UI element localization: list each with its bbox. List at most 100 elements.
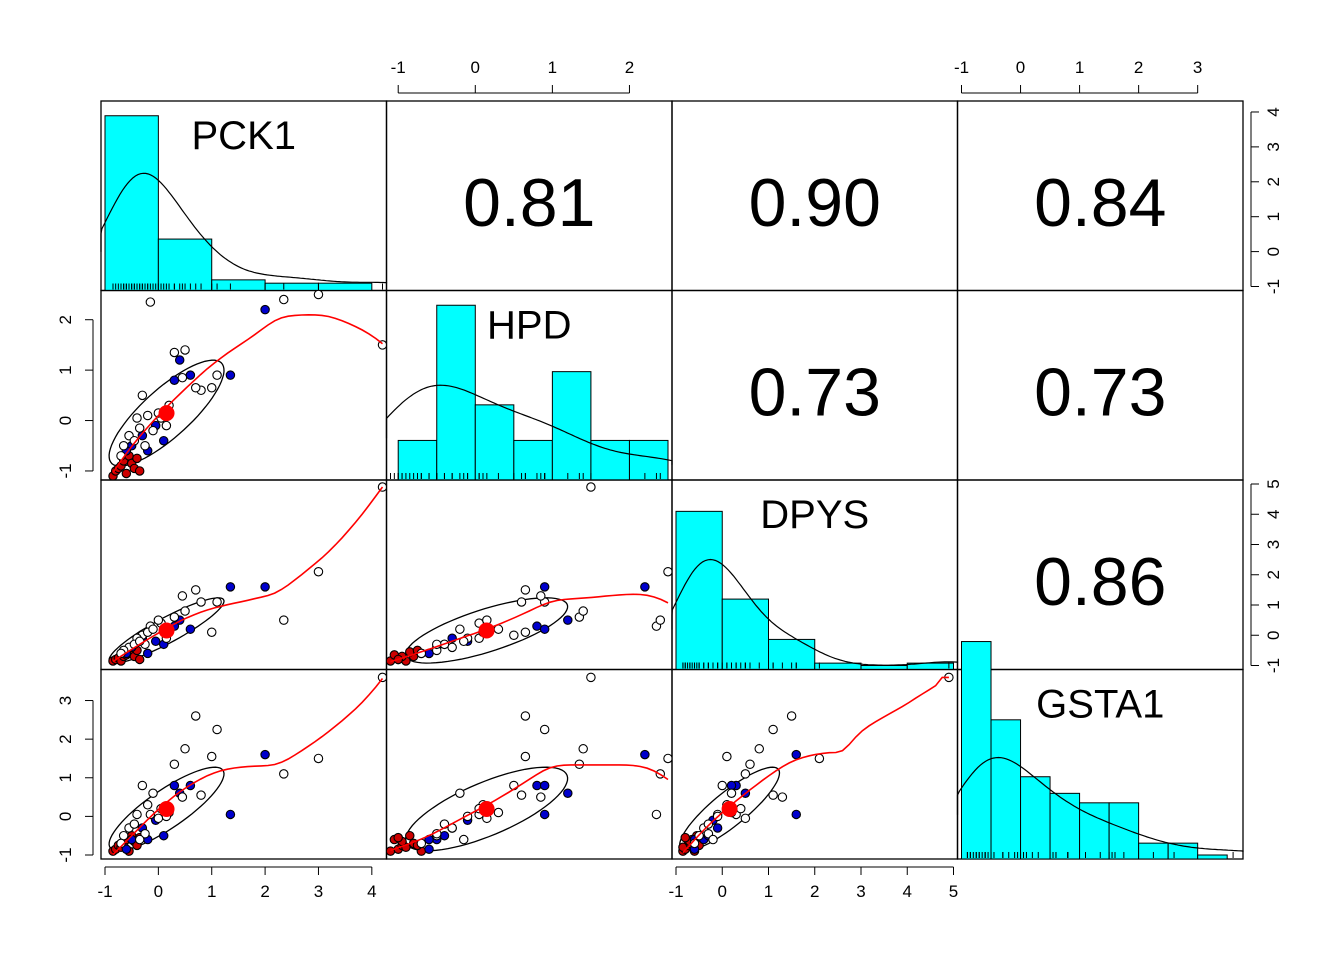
data-point xyxy=(180,345,190,355)
data-point xyxy=(206,627,217,637)
data-point xyxy=(455,624,465,634)
data-point xyxy=(493,807,504,818)
tick-label: 1 xyxy=(56,773,75,782)
tick-label: 0 xyxy=(1264,631,1283,640)
panel-pck1-hpd: 0.81 xyxy=(385,100,673,292)
data-point xyxy=(458,834,469,845)
tick-label: 0 xyxy=(56,416,75,425)
data-point xyxy=(142,800,153,810)
data-point xyxy=(148,425,158,436)
tick-label: 3 xyxy=(56,696,75,705)
panel-hpd-pck1 xyxy=(100,289,388,481)
histogram-bar xyxy=(1049,792,1081,860)
tick-label: -1 xyxy=(97,882,112,901)
data-point xyxy=(768,790,778,800)
data-point xyxy=(520,711,531,721)
data-point xyxy=(132,453,142,464)
correlation-value: 0.90 xyxy=(749,165,881,241)
data-point xyxy=(520,627,531,637)
variable-name-label: GSTA1 xyxy=(1036,683,1164,727)
histogram-bar xyxy=(961,641,992,860)
data-point xyxy=(180,606,190,616)
tick-label: 0 xyxy=(471,58,480,77)
data-point xyxy=(536,792,546,802)
tick-label: 2 xyxy=(260,882,269,901)
axis-right-dpys: -1 0 1 2 3 4 5 xyxy=(1250,479,1283,673)
axis-bottom-pck1: -1 0 1 2 3 4 xyxy=(97,866,377,901)
axis-top-gsta1: -1 0 1 2 3 xyxy=(954,58,1202,94)
data-point xyxy=(225,582,236,592)
tick-label: 0 xyxy=(718,882,727,901)
tick-label: 2 xyxy=(56,734,75,743)
histogram-bar xyxy=(104,115,159,291)
data-point xyxy=(145,297,156,307)
correlation-value: 0.86 xyxy=(1034,544,1166,620)
data-point xyxy=(791,749,801,760)
histogram-bar xyxy=(721,598,769,671)
histogram-bar xyxy=(814,662,862,671)
data-point xyxy=(539,780,550,791)
histogram-bar xyxy=(211,279,266,292)
data-point xyxy=(190,711,201,721)
data-point xyxy=(520,585,531,595)
data-point xyxy=(169,759,180,769)
tick-label: 2 xyxy=(1134,58,1143,77)
correlation-value: 0.81 xyxy=(463,165,595,241)
tick-label: -1 xyxy=(1264,279,1283,294)
data-point xyxy=(150,636,161,647)
data-point xyxy=(206,383,217,393)
panel-dpys-hpd xyxy=(385,479,673,671)
data-point xyxy=(578,606,588,616)
tick-label: 3 xyxy=(1264,540,1283,549)
variable-name-label: HPD xyxy=(487,304,571,348)
data-point xyxy=(158,435,169,446)
density-curve xyxy=(956,756,1244,852)
data-point xyxy=(177,792,188,802)
data-point xyxy=(735,803,746,814)
data-point xyxy=(161,420,172,431)
correlation-value: 0.73 xyxy=(749,354,881,430)
panel-content xyxy=(108,672,387,856)
panel-gsta1-hpd xyxy=(385,668,673,860)
histogram-bar xyxy=(157,238,213,291)
data-point xyxy=(196,597,206,607)
data-point xyxy=(655,615,666,625)
correlation-ellipse xyxy=(404,597,569,664)
data-point xyxy=(134,466,145,476)
panel-content xyxy=(678,672,954,856)
data-point xyxy=(212,724,222,735)
panel-content xyxy=(386,482,672,666)
variable-name-label: PCK1 xyxy=(192,114,297,158)
data-point xyxy=(132,413,142,423)
tick-label: -1 xyxy=(1264,658,1283,673)
tick-label: 5 xyxy=(1264,479,1283,488)
data-point xyxy=(539,809,550,820)
tick-label: 1 xyxy=(1264,600,1283,609)
data-point xyxy=(777,792,788,802)
data-point xyxy=(447,642,457,653)
data-point xyxy=(563,615,573,625)
data-point xyxy=(225,370,236,380)
data-point xyxy=(134,834,145,845)
correlation-ellipse xyxy=(108,359,225,467)
data-point xyxy=(578,744,588,754)
data-point xyxy=(260,304,270,315)
data-point xyxy=(791,809,801,820)
data-point xyxy=(539,582,550,592)
panel-content xyxy=(108,482,387,666)
tick-label: -1 xyxy=(391,58,406,77)
panel-hpd-hpd: HPD xyxy=(385,289,673,481)
histogram-bar xyxy=(513,439,553,481)
axis-bottom-dpys: -1 0 1 2 3 4 5 xyxy=(668,866,958,901)
histogram-bar xyxy=(628,439,669,481)
data-point xyxy=(121,844,132,854)
mean-point xyxy=(721,800,738,817)
data-point xyxy=(145,809,156,820)
histogram-bar xyxy=(551,371,592,481)
axis-left-hpd: -1 0 1 2 xyxy=(56,315,94,479)
data-point xyxy=(712,823,723,833)
data-point xyxy=(177,372,188,383)
data-point xyxy=(586,672,596,683)
histogram-bar xyxy=(436,304,476,481)
data-point xyxy=(137,780,148,791)
